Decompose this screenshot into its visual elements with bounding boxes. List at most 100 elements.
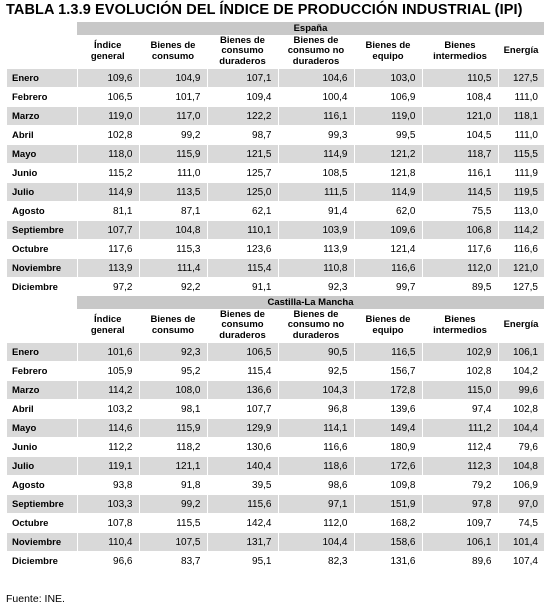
table-cell: 74,5: [497, 513, 544, 533]
month-label: Enero: [7, 68, 77, 88]
table-cell: 108,0: [138, 380, 207, 400]
table-cell: 62,1: [206, 201, 278, 221]
table-row: Noviembre 113,9 111,4 115,4 110,8 116,6 112,0 1…: [7, 258, 544, 278]
table-cell: 114,1: [277, 418, 354, 438]
month-label: Septiembre: [7, 220, 77, 240]
table-cell: 92,2: [138, 277, 207, 296]
table-cell: 117,6: [421, 239, 498, 259]
table-cell: 156,7: [353, 361, 422, 381]
table-cell: 97,2: [76, 277, 139, 296]
table-cell: 119,0: [76, 106, 139, 126]
column-header: Bienes de consumo: [139, 35, 208, 69]
table-cell: 112,3: [421, 456, 498, 476]
table-cell: 136,6: [206, 380, 278, 400]
month-label: Octubre: [7, 239, 77, 259]
month-label: Febrero: [7, 87, 77, 107]
table-cell: 92,3: [277, 277, 354, 296]
table-cell: 89,6: [421, 551, 498, 570]
table-cell: 109,4: [206, 87, 278, 107]
table-cell: 106,1: [497, 342, 544, 362]
column-header: Energía: [498, 35, 545, 69]
table-cell: 121,2: [353, 144, 422, 164]
table-cell: 111,2: [421, 418, 498, 438]
table-cell: 103,3: [76, 494, 139, 514]
table-cell: 104,9: [138, 68, 207, 88]
table-cell: 116,5: [353, 342, 422, 362]
table-row: Junio 112,2 118,2 130,6 116,6 180,9 112,4 79,6: [7, 437, 544, 457]
table-cell: 108,5: [277, 163, 354, 183]
table-cell: 103,0: [353, 68, 422, 88]
table-row: Febrero 105,9 95,2 115,4 92,5 156,7 102,8 104,2: [7, 361, 544, 381]
table-cell: 113,9: [277, 239, 354, 259]
table-cell: 127,5: [497, 277, 544, 296]
table-row: Abril 103,2 98,1 107,7 96,8 139,6 97,4 102,8: [7, 399, 544, 419]
table-cell: 107,8: [76, 513, 139, 533]
table-cell: 75,5: [421, 201, 498, 221]
table-cell: 83,7: [138, 551, 207, 570]
table-row: Enero 109,6 104,9 107,1 104,6 103,0 110,5 127,5: [7, 68, 544, 88]
table-cell: 93,8: [76, 475, 139, 495]
table-cell: 107,7: [76, 220, 139, 240]
table-row: Enero 101,6 92,3 106,5 90,5 116,5 102,9 106,1: [7, 342, 544, 362]
column-header: Índice general: [77, 309, 140, 343]
month-label: Mayo: [7, 418, 77, 438]
table-row: Septiembre 103,3 99,2 115,6 97,1 151,9 97,8 97,…: [7, 494, 544, 514]
table-cell: 116,6: [277, 437, 354, 457]
table-cell: 103,9: [277, 220, 354, 240]
table-cell: 116,6: [353, 258, 422, 278]
table-row: Agosto 81,1 87,1 62,1 91,4 62,0 75,5 113,0: [7, 201, 544, 221]
table-cell: 118,7: [421, 144, 498, 164]
table-cell: 62,0: [353, 201, 422, 221]
table-cell: 111,0: [497, 125, 544, 145]
page-title: TABLA 1.3.9 EVOLUCIÓN DEL ÍNDICE DE PROD…: [6, 2, 523, 18]
section-title: Castilla-La Mancha: [77, 296, 544, 309]
table-cell: 97,8: [421, 494, 498, 514]
table-cell: 101,7: [138, 87, 207, 107]
table-row: Octubre 117,6 115,3 123,6 113,9 121,4 117,6 116…: [7, 239, 544, 259]
table-cell: 125,7: [206, 163, 278, 183]
section-title: España: [77, 22, 544, 35]
table-cell: 110,5: [421, 68, 498, 88]
column-header: Bienes de consumo duraderos: [207, 309, 279, 343]
table-cell: 79,6: [497, 437, 544, 457]
column-header: Bienes de equipo: [354, 35, 423, 69]
table-cell: 172,8: [353, 380, 422, 400]
table-cell: 107,1: [206, 68, 278, 88]
table-row: Junio 115,2 111,0 125,7 108,5 121,8 116,1 111,9: [7, 163, 544, 183]
month-label: Mayo: [7, 144, 77, 164]
table-cell: 111,9: [497, 163, 544, 183]
table-cell: 106,9: [497, 475, 544, 495]
table-cell: 91,1: [206, 277, 278, 296]
column-header: Bienes de consumo duraderos: [207, 35, 279, 69]
table-cell: 95,1: [206, 551, 278, 570]
table-cell: 115,2: [76, 163, 139, 183]
table-cell: 118,1: [497, 106, 544, 126]
table-cell: 115,5: [138, 513, 207, 533]
table-cell: 98,1: [138, 399, 207, 419]
column-header: Bienes intermedios: [422, 309, 499, 343]
month-label: Agosto: [7, 201, 77, 221]
table-cell: 99,5: [353, 125, 422, 145]
table-cell: 131,7: [206, 532, 278, 552]
table-cell: 104,4: [277, 532, 354, 552]
table-cell: 121,4: [353, 239, 422, 259]
table-cell: 119,0: [353, 106, 422, 126]
table-row: Octubre 107,8 115,5 142,4 112,0 168,2 109,7 74,…: [7, 513, 544, 533]
section-band: Castilla-La Mancha: [7, 296, 544, 309]
table-cell: 131,6: [353, 551, 422, 570]
table-cell: 116,1: [421, 163, 498, 183]
table-cell: 98,7: [206, 125, 278, 145]
column-header-row: Índice general Bienes de consumo Bienes de…: [7, 35, 545, 69]
month-label: Septiembre: [7, 494, 77, 514]
table-row: Marzo 114,2 108,0 136,6 104,3 172,8 115,0 99,6: [7, 380, 544, 400]
month-label: Febrero: [7, 361, 77, 381]
table-cell: 99,2: [138, 494, 207, 514]
table-cell: 149,4: [353, 418, 422, 438]
month-label: Enero: [7, 342, 77, 362]
table-cell: 114,2: [76, 380, 139, 400]
table-cell: 101,6: [76, 342, 139, 362]
table-row: Abril 102,8 99,2 98,7 99,3 99,5 104,5 111,0: [7, 125, 544, 145]
table-cell: 114,9: [76, 182, 139, 202]
table-row: Septiembre 107,7 104,8 110,1 103,9 109,6 106,8…: [7, 220, 544, 240]
month-label: Julio: [7, 182, 77, 202]
